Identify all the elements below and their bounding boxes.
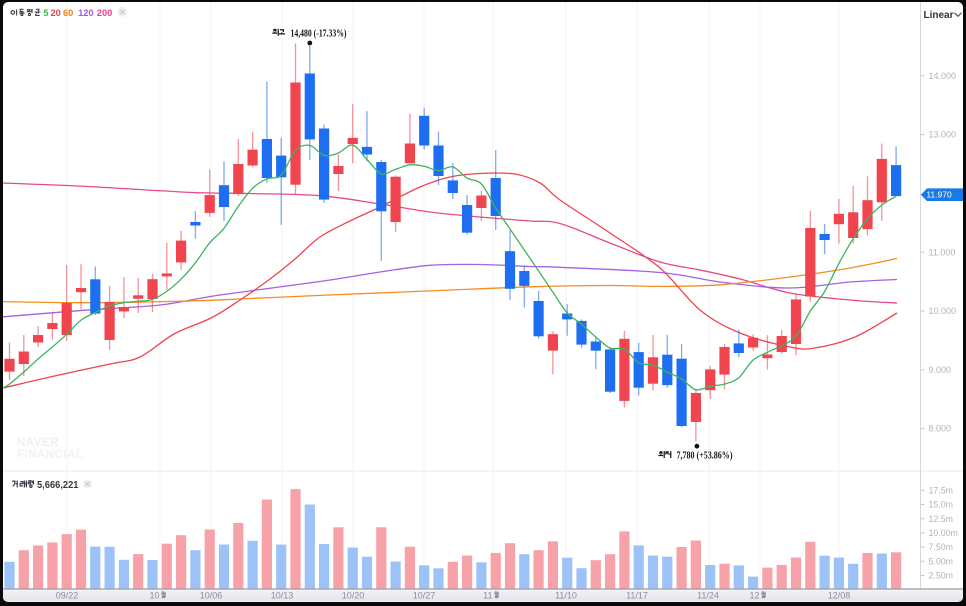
svg-text:NAVER: NAVER <box>17 437 59 449</box>
svg-text:11/10: 11/10 <box>555 590 577 600</box>
svg-text:5.00m: 5.00m <box>929 556 953 566</box>
svg-text:60: 60 <box>63 8 73 18</box>
svg-text:Linear: Linear <box>924 10 954 21</box>
svg-text:11: 11 <box>483 590 492 600</box>
svg-text:11.000: 11.000 <box>929 247 956 257</box>
svg-text:17.5m: 17.5m <box>929 485 953 495</box>
svg-text:200: 200 <box>97 8 113 18</box>
svg-text:20: 20 <box>51 8 61 18</box>
svg-text:9.000: 9.000 <box>929 365 952 375</box>
svg-text:14.000: 14.000 <box>929 71 957 81</box>
svg-text:10/13: 10/13 <box>271 590 294 600</box>
svg-text:12: 12 <box>749 590 759 600</box>
svg-text:10/20: 10/20 <box>342 590 365 600</box>
svg-text:120: 120 <box>78 8 94 18</box>
svg-text:5: 5 <box>43 8 48 18</box>
svg-text:14,480 (-17.33%): 14,480 (-17.33%) <box>291 27 347 39</box>
svg-text:11.970: 11.970 <box>926 190 952 200</box>
svg-text:FINANCIAL: FINANCIAL <box>17 449 83 461</box>
svg-text:10.00m: 10.00m <box>929 528 958 538</box>
svg-text:11/17: 11/17 <box>626 590 648 600</box>
svg-text:5,666,221: 5,666,221 <box>37 480 79 491</box>
svg-text:7.50m: 7.50m <box>929 542 953 552</box>
svg-text:13.000: 13.000 <box>929 130 957 140</box>
svg-text:12/08: 12/08 <box>828 590 851 600</box>
svg-text:10: 10 <box>149 590 159 600</box>
svg-text:2.50m: 2.50m <box>929 571 953 581</box>
svg-text:11/24: 11/24 <box>697 590 719 600</box>
svg-text:10/06: 10/06 <box>200 590 223 600</box>
svg-text:09/22: 09/22 <box>56 590 79 600</box>
svg-text:10.000: 10.000 <box>929 306 957 316</box>
svg-text:15.0m: 15.0m <box>929 500 953 510</box>
svg-text:12.5m: 12.5m <box>929 514 953 524</box>
svg-text:10/27: 10/27 <box>413 590 436 600</box>
svg-text:7,780 (+53.86%): 7,780 (+53.86%) <box>677 450 733 462</box>
svg-text:8.000: 8.000 <box>929 424 952 434</box>
